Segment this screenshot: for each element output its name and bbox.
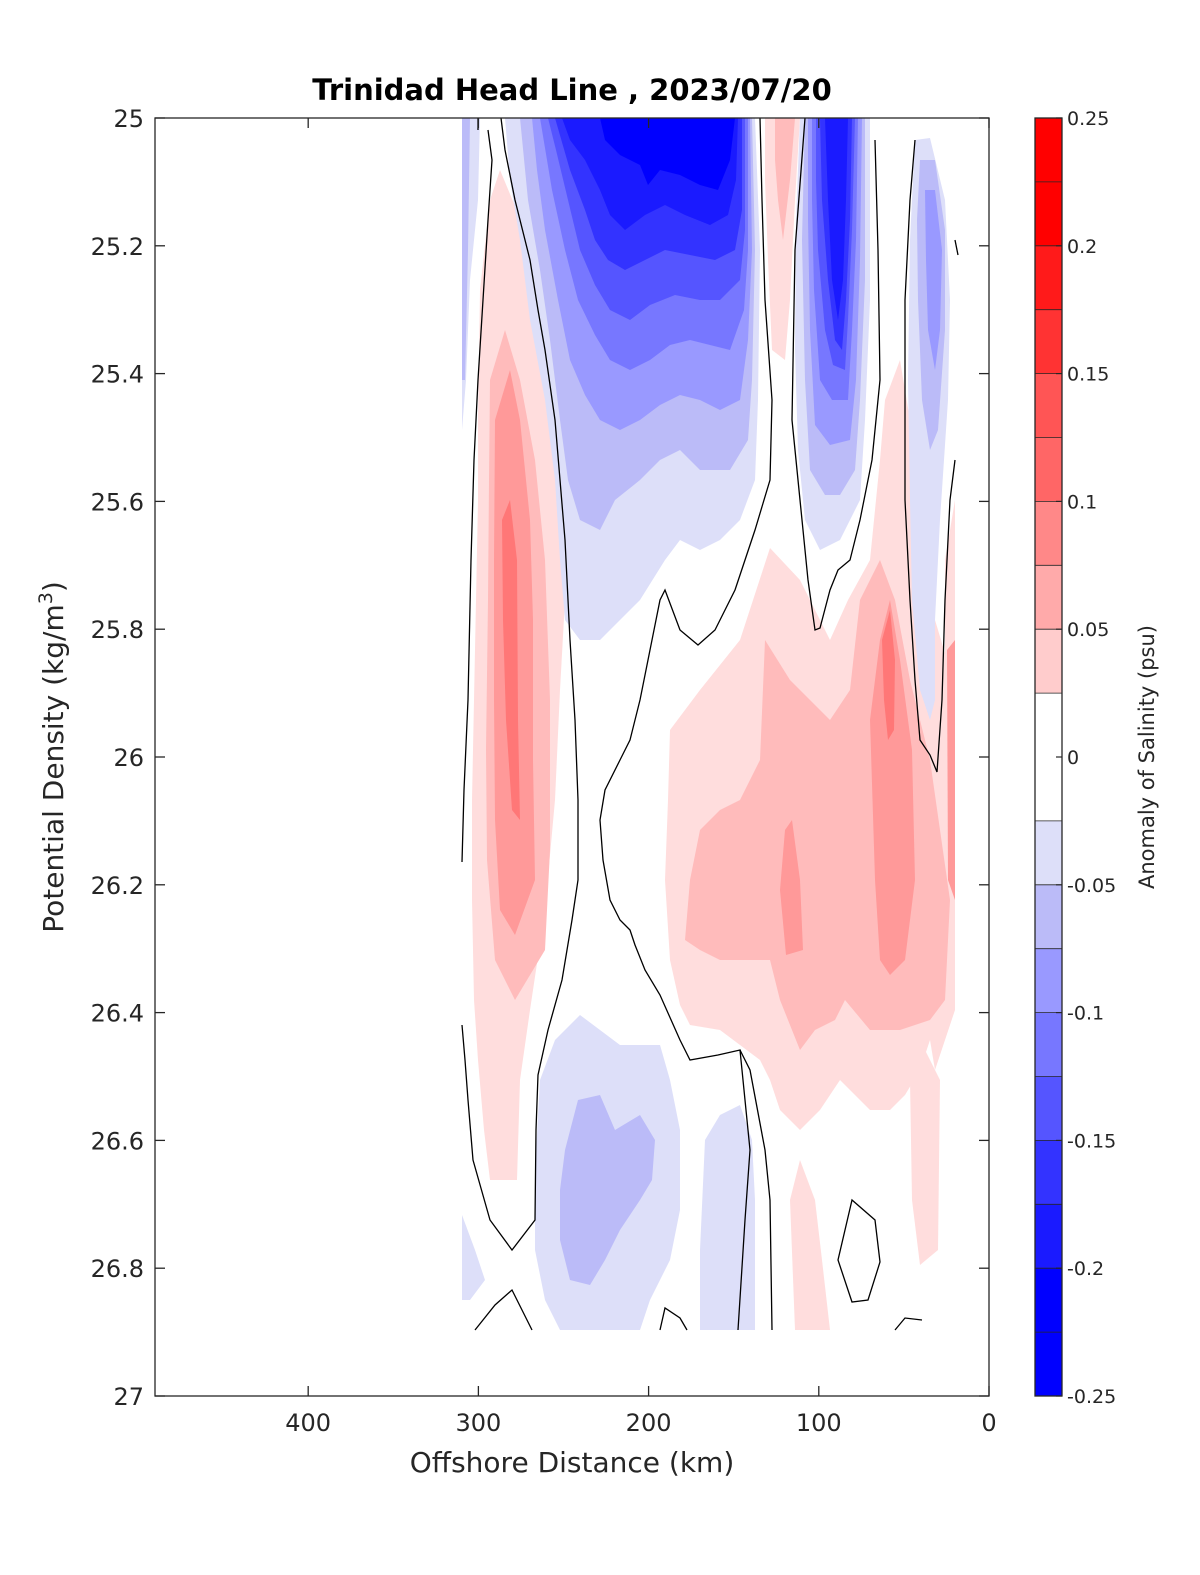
fill-edge-midpink xyxy=(947,640,955,900)
colorbar-band xyxy=(1035,245,1062,310)
axes: 400 300 200 100 0 25 25.2 25.4 25.6 25.8 26 26.2 26.… xyxy=(91,105,997,1437)
fill-deep-pink-2 xyxy=(910,1050,940,1265)
colorbar-band xyxy=(1035,1012,1062,1077)
fill-nearshore-red xyxy=(882,610,895,740)
colorbar-tick-label: -0.1 xyxy=(1067,1003,1104,1025)
y-tick-label: 25.2 xyxy=(91,233,144,261)
contour-offshore-east xyxy=(461,118,579,1252)
y-axis-label-close: ) xyxy=(37,581,70,592)
fill-northern-blue-8 xyxy=(600,118,735,190)
fill-offshore-red xyxy=(502,500,520,820)
y-axis-label: Potential Density (kg/m3) xyxy=(35,581,70,933)
colorbar-tick-label: -0.2 xyxy=(1067,1258,1104,1280)
fill-nearshore-midpink xyxy=(870,600,915,975)
fill-deep-blue-near xyxy=(700,1105,755,1330)
contour-central xyxy=(599,118,773,1331)
contour-deep-near xyxy=(894,1317,923,1331)
colorbar-label: Anomaly of Salinity (psu) xyxy=(1135,625,1159,889)
y-tick-label: 26 xyxy=(113,744,144,772)
colorbar-band xyxy=(1035,1076,1062,1141)
x-tick-label: 300 xyxy=(455,1409,501,1437)
contour-deep-small xyxy=(659,1306,688,1331)
contour-near xyxy=(904,139,956,773)
colorbar-band xyxy=(1035,884,1062,949)
x-tick-label: 0 xyxy=(981,1409,996,1437)
contour-midshelf-west xyxy=(791,118,881,631)
y-tick-label: 25.6 xyxy=(91,488,144,516)
colorbar-band xyxy=(1035,1268,1062,1333)
colorbar-band xyxy=(1035,565,1062,630)
fill-top-lightpink xyxy=(775,118,795,240)
colorbar-band xyxy=(1035,1204,1062,1269)
colorbar-tick-label: 0.1 xyxy=(1067,491,1097,513)
colorbar-band xyxy=(1035,820,1062,885)
y-axis-label-main: Potential Density (kg/m xyxy=(37,604,70,933)
colorbar-band xyxy=(1035,373,1062,438)
colorbar-band xyxy=(1035,118,1062,182)
contour-top-edge xyxy=(954,239,959,256)
colorbar-tick-label: 0.15 xyxy=(1067,364,1109,386)
x-tick-label: 400 xyxy=(285,1409,331,1437)
contour-deep-offshore xyxy=(474,1288,533,1331)
y-tick-label: 25.4 xyxy=(91,361,144,389)
colorbar-band xyxy=(1035,501,1062,566)
y-axis-label-sup: 3 xyxy=(35,592,57,604)
fill-center-midpink xyxy=(780,820,803,955)
y-tick-label: 25 xyxy=(113,105,144,133)
contour-fills xyxy=(462,118,955,1330)
colorbar-tick-label: -0.25 xyxy=(1067,1386,1116,1408)
fill-deep-blue-mid-2 xyxy=(560,1095,655,1285)
colorbar-band xyxy=(1035,1140,1062,1205)
colorbar-band xyxy=(1035,437,1062,502)
y-tick-label: 26.2 xyxy=(91,872,144,900)
colorbar-band xyxy=(1035,948,1062,1013)
colorbar-band xyxy=(1035,181,1062,246)
x-axis-label: Offshore Distance (km) xyxy=(410,1446,735,1479)
fill-deep-blue-offshore xyxy=(462,1215,485,1300)
y-tick-label: 27 xyxy=(113,1383,144,1411)
colorbar-tick-label: -0.15 xyxy=(1067,1130,1116,1152)
fill-deep-pink-1 xyxy=(790,1160,830,1330)
colorbar-band xyxy=(1035,629,1062,694)
colorbar-tick-label: 0.05 xyxy=(1067,619,1109,641)
fill-near-blue-3 xyxy=(925,190,942,370)
x-tick-label: 100 xyxy=(796,1409,842,1437)
colorbar-tick-label: 0 xyxy=(1067,747,1079,769)
colorbar-band xyxy=(1035,309,1062,374)
colorbar-tick-label: 0.2 xyxy=(1067,236,1097,258)
colorbar-tick-label: -0.05 xyxy=(1067,875,1116,897)
x-tick-label: 200 xyxy=(626,1409,672,1437)
y-tick-label: 25.8 xyxy=(91,616,144,644)
colorbar-band xyxy=(1035,1332,1062,1396)
fill-top-pink xyxy=(765,118,800,360)
y-tick-label: 26.4 xyxy=(91,1000,144,1028)
contour-deep-central xyxy=(739,1049,773,1331)
fill-offshore-blue-2 xyxy=(462,118,470,380)
y-tick-label: 26.6 xyxy=(91,1127,144,1155)
colorbar-tick-label: 0.25 xyxy=(1067,108,1109,130)
fill-mid-blue-7 xyxy=(825,118,848,320)
contour-deep-loop xyxy=(837,1198,881,1303)
colorbar: 0.25 0.2 0.15 0.1 0.05 0 -0.05 -0.1 -0.15 -0.2 -0.… xyxy=(1034,108,1116,1408)
y-tick-label: 26.8 xyxy=(91,1255,144,1283)
chart-title: Trinidad Head Line , 2023/07/20 xyxy=(312,73,832,107)
